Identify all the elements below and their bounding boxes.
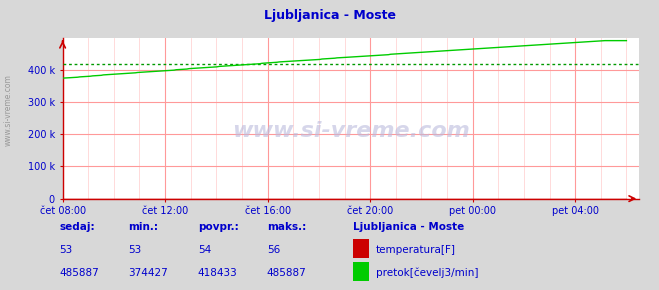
Text: www.si-vreme.com: www.si-vreme.com [3, 74, 13, 146]
Text: temperatura[F]: temperatura[F] [376, 245, 455, 255]
Text: www.si-vreme.com: www.si-vreme.com [232, 121, 470, 141]
Text: 53: 53 [59, 245, 72, 255]
Text: sedaj:: sedaj: [59, 222, 95, 232]
Text: min.:: min.: [129, 222, 159, 232]
Text: 485887: 485887 [59, 269, 99, 278]
Text: 53: 53 [129, 245, 142, 255]
Text: 374427: 374427 [129, 269, 168, 278]
Text: maks.:: maks.: [267, 222, 306, 232]
Text: 418433: 418433 [198, 269, 237, 278]
Text: povpr.:: povpr.: [198, 222, 239, 232]
Text: Ljubljanica - Moste: Ljubljanica - Moste [353, 222, 464, 232]
Text: 54: 54 [198, 245, 211, 255]
Text: Ljubljanica - Moste: Ljubljanica - Moste [264, 9, 395, 22]
Text: 485887: 485887 [267, 269, 306, 278]
Text: pretok[čevelj3/min]: pretok[čevelj3/min] [376, 268, 478, 278]
Text: 56: 56 [267, 245, 280, 255]
